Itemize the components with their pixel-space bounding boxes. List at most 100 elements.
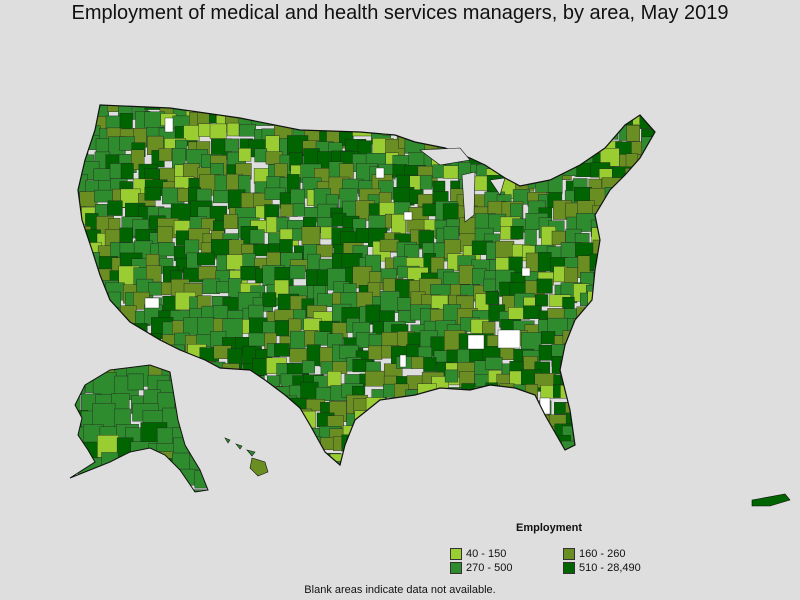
area-cell bbox=[483, 414, 503, 429]
area-cell bbox=[656, 232, 675, 245]
area-cell bbox=[474, 386, 496, 404]
area-cell bbox=[108, 331, 123, 348]
area-cell bbox=[280, 105, 303, 111]
area-cell bbox=[627, 318, 648, 338]
area-cell bbox=[489, 105, 508, 116]
area-cell bbox=[593, 362, 613, 378]
area-cell bbox=[651, 372, 655, 390]
area-cell bbox=[606, 258, 619, 280]
area-cell bbox=[521, 105, 536, 115]
area-cell bbox=[81, 109, 96, 123]
area-cell bbox=[448, 464, 464, 465]
area-cell bbox=[305, 450, 319, 465]
area-cell bbox=[250, 412, 265, 427]
area-cell bbox=[522, 135, 540, 153]
area-cell bbox=[573, 460, 593, 465]
area-cell bbox=[627, 345, 648, 365]
area-cell bbox=[445, 408, 466, 429]
alaska bbox=[69, 364, 231, 506]
area-cell bbox=[121, 324, 140, 342]
area-cell bbox=[97, 474, 117, 492]
area-cell bbox=[436, 408, 458, 425]
area-cell bbox=[631, 441, 654, 461]
area-cell bbox=[237, 408, 259, 421]
area-cell bbox=[379, 399, 392, 413]
area-cell bbox=[617, 386, 637, 409]
area-cell bbox=[146, 344, 161, 360]
area-cell bbox=[405, 105, 428, 116]
area-cell bbox=[497, 401, 517, 423]
area-cell bbox=[629, 452, 643, 465]
area-cell bbox=[303, 461, 323, 465]
area-cell bbox=[574, 186, 593, 202]
area-cell bbox=[145, 265, 162, 283]
area-cell bbox=[642, 437, 655, 452]
area-cell bbox=[251, 109, 274, 126]
area-cell bbox=[385, 449, 406, 465]
legend-swatch bbox=[450, 548, 462, 560]
area-cell bbox=[514, 141, 528, 162]
area-cell bbox=[148, 282, 162, 296]
area-cell bbox=[127, 458, 151, 478]
area-cell bbox=[235, 402, 250, 419]
legend-item-40-150: 40 - 150 bbox=[450, 548, 506, 560]
area-cell bbox=[656, 401, 673, 417]
area-cell bbox=[327, 105, 340, 115]
area-cell bbox=[554, 139, 575, 161]
area-cell bbox=[394, 425, 408, 442]
legend-label: 270 - 500 bbox=[466, 562, 513, 574]
area-cell bbox=[370, 422, 384, 443]
area-cell bbox=[549, 105, 568, 111]
area-cell bbox=[276, 426, 289, 445]
area-cell bbox=[78, 255, 81, 275]
area-cell bbox=[319, 105, 333, 119]
area-cell bbox=[235, 422, 254, 443]
area-cell bbox=[79, 285, 102, 309]
area-cell bbox=[540, 138, 556, 151]
area-cell bbox=[367, 463, 387, 465]
area-cell bbox=[144, 186, 161, 201]
area-cell bbox=[642, 386, 655, 408]
area-cell bbox=[550, 464, 568, 465]
area-cell bbox=[340, 109, 356, 122]
area-cell bbox=[528, 439, 548, 460]
area-cell bbox=[210, 163, 224, 176]
area-cell bbox=[227, 369, 246, 387]
area-cell bbox=[222, 363, 240, 377]
area-cell bbox=[396, 401, 410, 420]
area-cell bbox=[179, 365, 204, 390]
area-cell bbox=[365, 370, 385, 387]
area-cell bbox=[456, 428, 477, 442]
area-cell bbox=[641, 164, 655, 182]
area-cell bbox=[485, 291, 500, 305]
area-cell bbox=[267, 427, 288, 447]
area-cell bbox=[279, 239, 293, 255]
area-cell bbox=[205, 458, 208, 475]
area-cell bbox=[352, 123, 373, 137]
area-cell bbox=[434, 388, 448, 410]
area-cell bbox=[183, 401, 204, 425]
area-cell bbox=[574, 347, 592, 365]
area-cell bbox=[536, 105, 558, 121]
area-cell bbox=[430, 105, 449, 120]
area-cell bbox=[605, 400, 621, 416]
area-cell bbox=[367, 105, 388, 120]
area-cell bbox=[601, 424, 624, 439]
area-cell bbox=[290, 330, 306, 349]
area-cell bbox=[254, 148, 268, 163]
area-cell bbox=[214, 484, 231, 506]
area-cell bbox=[115, 458, 131, 480]
area-cell bbox=[510, 424, 526, 444]
area-cell bbox=[343, 450, 366, 465]
area-cell bbox=[537, 252, 552, 272]
area-cell bbox=[643, 256, 655, 271]
area-cell bbox=[195, 411, 208, 434]
area-cell bbox=[92, 403, 116, 429]
footnote: Blank areas indicate data not available. bbox=[304, 584, 496, 596]
area-cell bbox=[536, 278, 553, 294]
area-cell bbox=[655, 465, 672, 481]
area-cell bbox=[523, 149, 542, 168]
area-cell bbox=[82, 323, 103, 338]
area-cell bbox=[632, 193, 651, 214]
area-cell bbox=[354, 410, 368, 425]
